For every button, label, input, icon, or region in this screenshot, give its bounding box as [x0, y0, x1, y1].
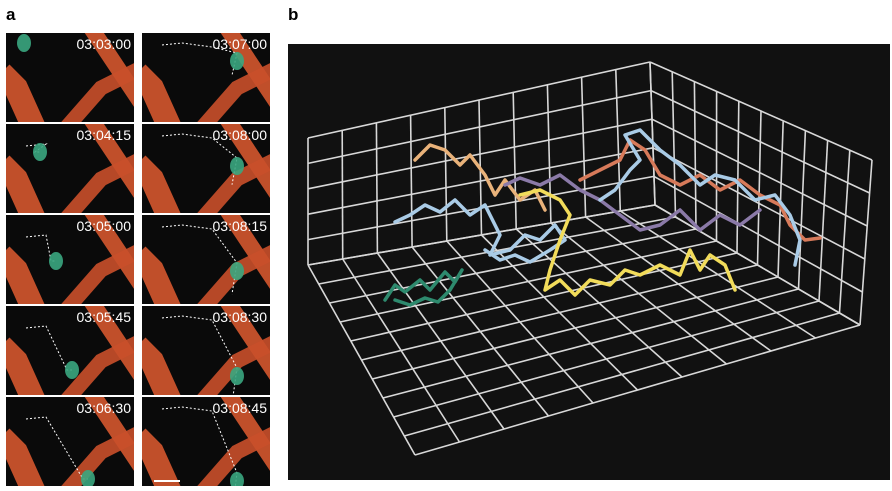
image-frame: 03:06:30 [1, 392, 141, 491]
image-frame: 03:03:00 [1, 28, 141, 128]
timestamp: 03:04:15 [77, 127, 132, 143]
timestamp: 03:08:15 [213, 218, 268, 234]
image-frame: 03:04:15 [1, 119, 141, 219]
timestamp: 03:05:00 [77, 218, 132, 234]
grid-line [376, 123, 377, 253]
timestamp: 03:05:45 [77, 309, 132, 325]
figure: a b 03:03:0003:04:1503:05:0003:05:4503:0… [0, 0, 892, 491]
cell [230, 472, 244, 490]
cell [81, 470, 95, 488]
grid-line [342, 130, 343, 259]
cell [65, 361, 79, 379]
cell [230, 157, 244, 175]
panel-label: b [288, 5, 298, 24]
timestamp: 03:06:30 [77, 400, 132, 416]
cell [17, 34, 31, 52]
image-frame: 03:08:00 [137, 119, 277, 219]
cell [33, 143, 47, 161]
cell [49, 252, 63, 270]
image-frame: 03:08:45 [137, 392, 277, 491]
image-frame: 03:08:30 [137, 301, 277, 404]
panel-a: 03:03:00 03:04:15 03:05:00 03:05:45 03:06:30… [1, 28, 277, 491]
image-frame: 03:07:00 [137, 28, 277, 128]
image-frame: 03:05:00 [1, 210, 141, 310]
panel-b [288, 44, 890, 480]
timestamp: 03:08:45 [213, 400, 268, 416]
timestamp: 03:07:00 [213, 36, 268, 52]
timestamp: 03:03:00 [77, 36, 132, 52]
image-frame: 03:05:45 [1, 301, 141, 401]
cell [230, 52, 244, 70]
cell [230, 262, 244, 280]
timestamp: 03:08:30 [213, 309, 268, 325]
panel-label: a [6, 5, 16, 24]
cell [230, 367, 244, 385]
image-frame: 03:08:15 [137, 210, 277, 310]
timestamp: 03:08:00 [213, 127, 268, 143]
